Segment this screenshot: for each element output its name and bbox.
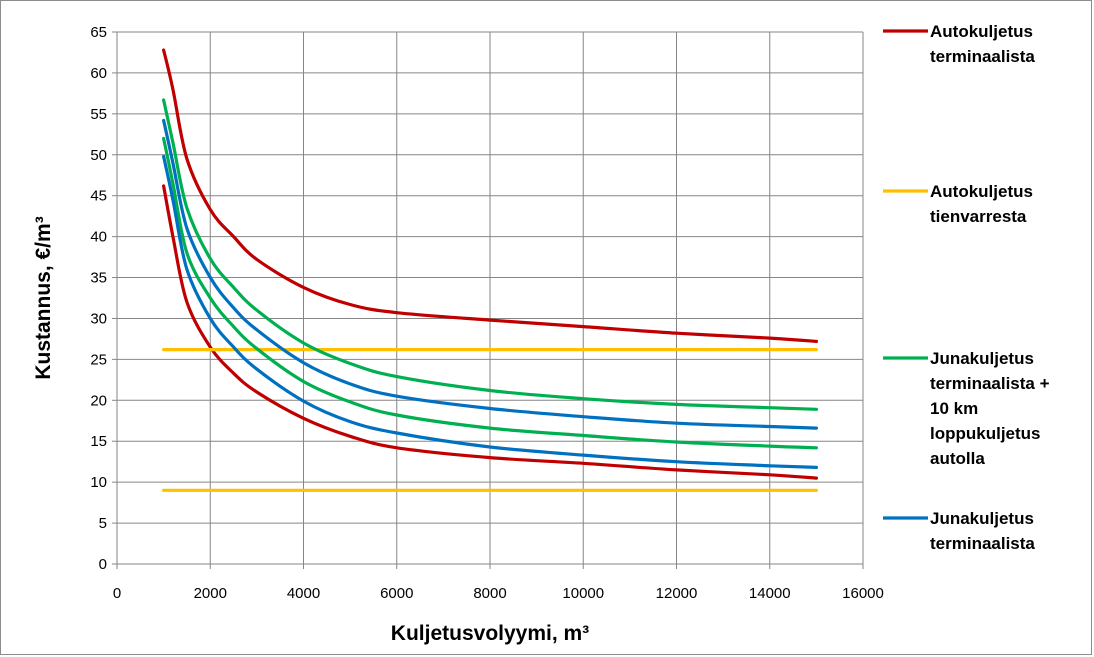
y-tick-label: 20 <box>90 392 107 409</box>
y-tick-label: 60 <box>90 65 107 82</box>
legend: Autokuljetus terminaalista Autokuljetus tie… <box>883 22 1050 553</box>
y-axis-title: Kustannus, €/m³ <box>32 216 55 379</box>
y-tick-label: 0 <box>99 556 107 573</box>
y-tick-label: 10 <box>90 474 107 491</box>
series-lines <box>162 48 818 492</box>
y-tick-label: 25 <box>90 351 107 368</box>
x-tick-label: 0 <box>113 585 121 602</box>
x-tick-label: 6000 <box>380 585 413 602</box>
series-line-8 <box>162 154 818 469</box>
x-tick-label: 12000 <box>656 585 698 602</box>
legend-label-line: tienvarresta <box>930 207 1027 226</box>
y-tick-label: 40 <box>90 229 107 246</box>
y-tick-label: 15 <box>90 433 107 450</box>
series-line-2 <box>162 184 818 480</box>
x-tick-label: 14000 <box>749 585 791 602</box>
legend-entry-3: Junakuljetus terminaalista + 10 km loppukul… <box>883 349 1050 468</box>
y-tick-label: 55 <box>90 106 107 123</box>
legend-label-line: terminaalista <box>930 534 1035 553</box>
y-tick-labels: 0 5 10 15 20 25 30 35 40 45 50 55 60 65 <box>90 24 107 573</box>
x-axis-title: Kuljetusvolyymi, m³ <box>391 622 589 645</box>
y-tick-label: 50 <box>90 147 107 164</box>
y-tick-label: 30 <box>90 310 107 327</box>
y-tick-label: 35 <box>90 270 107 287</box>
x-tick-label: 8000 <box>473 585 506 602</box>
x-tick-label: 10000 <box>562 585 604 602</box>
x-tick-label: 16000 <box>842 585 884 602</box>
series-line-6 <box>162 136 818 450</box>
x-tick-label: 2000 <box>194 585 227 602</box>
legend-label-line: Junakuljetus <box>930 349 1034 368</box>
legend-label-line: 10 km <box>930 399 978 418</box>
legend-entry-2: Autokuljetus tienvarresta <box>883 182 1033 226</box>
legend-label-line: terminaalista <box>930 47 1035 66</box>
legend-entry-4: Junakuljetus terminaalista <box>883 509 1035 553</box>
legend-label-line: Junakuljetus <box>930 509 1034 528</box>
y-tick-label: 65 <box>90 24 107 41</box>
x-tick-label: 4000 <box>287 585 320 602</box>
series-line-1 <box>162 48 818 343</box>
legend-label-line: Autokuljetus <box>930 182 1033 201</box>
gridlines <box>117 31 864 564</box>
x-tick-labels: 0 2000 4000 6000 8000 10000 12000 14000 16000 <box>113 585 884 602</box>
legend-label-line: autolla <box>930 449 985 468</box>
y-tick-label: 45 <box>90 188 107 205</box>
legend-label-line: loppukuljetus <box>930 424 1041 443</box>
legend-label-line: terminaalista + <box>930 374 1050 393</box>
legend-entry-1: Autokuljetus terminaalista <box>883 22 1035 66</box>
legend-label-line: Autokuljetus <box>930 22 1033 41</box>
series-line-7 <box>162 118 818 430</box>
axes <box>112 31 864 569</box>
series-line-5 <box>162 98 818 411</box>
y-tick-label: 5 <box>99 515 107 532</box>
